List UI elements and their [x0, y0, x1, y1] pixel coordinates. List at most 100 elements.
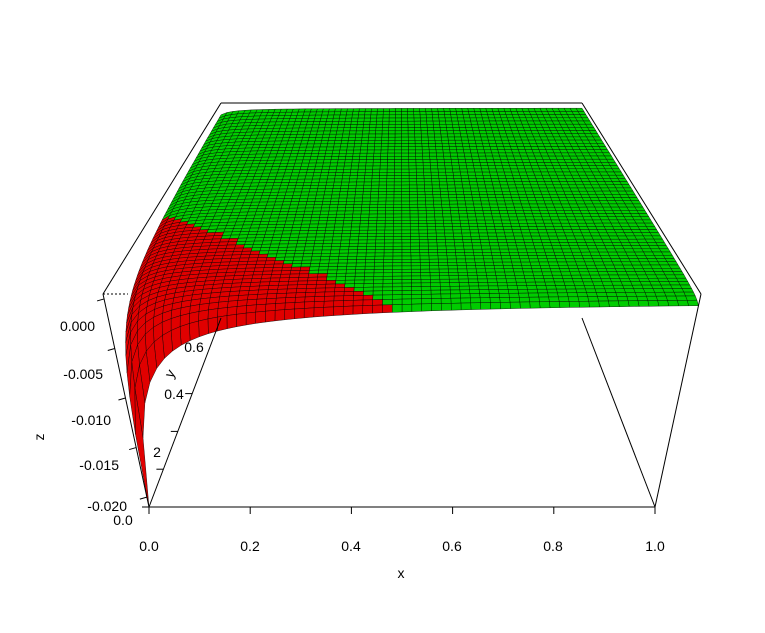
- surface-facet: [326, 175, 336, 180]
- surface-facet: [385, 191, 395, 195]
- surface-facet: [408, 156, 417, 160]
- surface-facet: [534, 174, 544, 179]
- surface-facet: [382, 282, 393, 288]
- surface-facet: [225, 268, 237, 273]
- surface-facet: [367, 226, 377, 231]
- surface-facet: [229, 257, 241, 263]
- surface-facet: [625, 271, 638, 276]
- surface-facet: [465, 162, 474, 167]
- surface-facet: [411, 279, 422, 284]
- surface-facet: [577, 296, 589, 302]
- surface-facet: [443, 108, 451, 112]
- surface-facet: [512, 152, 521, 157]
- surface-facet: [360, 146, 368, 151]
- surface-facet: [351, 156, 360, 160]
- surface-facet: [470, 191, 480, 195]
- surface-facet: [338, 252, 349, 257]
- surface-facet: [456, 265, 468, 270]
- surface-facet: [394, 136, 402, 141]
- surface-facet: [485, 223, 495, 227]
- surface-facet: [443, 111, 451, 115]
- surface-facet: [286, 162, 296, 167]
- surface-facet: [392, 279, 403, 284]
- surface-facet: [270, 166, 280, 171]
- surface-facet: [301, 188, 311, 193]
- surface-facet: [321, 165, 331, 170]
- surface-facet: [275, 198, 285, 203]
- surface-facet: [401, 239, 411, 244]
- surface-facet: [495, 271, 506, 276]
- surface-facet: [347, 140, 356, 144]
- surface-facet: [253, 214, 264, 219]
- surface-facet: [334, 220, 344, 225]
- surface-facet: [500, 255, 512, 260]
- surface-facet: [358, 162, 367, 167]
- surface-facet: [271, 185, 281, 190]
- surface-facet: [353, 200, 363, 205]
- surface-facet: [272, 182, 282, 187]
- surface-facet: [477, 226, 487, 231]
- surface-facet: [487, 232, 497, 237]
- surface-facet: [483, 258, 494, 263]
- surface-facet: [557, 292, 569, 298]
- surface-facet: [287, 182, 297, 186]
- surface-facet: [461, 143, 470, 147]
- surface-facet: [529, 162, 539, 166]
- surface-facet: [513, 178, 523, 182]
- surface-facet: [547, 292, 559, 298]
- surface-facet: [447, 191, 457, 195]
- surface-facet: [494, 162, 503, 166]
- surface-facet: [303, 210, 313, 215]
- x-tick-label-0: 0.0: [139, 538, 159, 554]
- surface-facet: [470, 297, 481, 304]
- surface-facet: [578, 206, 589, 211]
- surface-facet: [460, 302, 472, 311]
- surface-facet: [488, 139, 497, 144]
- surface-facet: [449, 207, 459, 211]
- surface-facet: [492, 133, 501, 138]
- surface-facet: [323, 156, 332, 161]
- surface-facet: [449, 285, 461, 291]
- surface-facet: [408, 178, 417, 183]
- z-axis-title: z: [31, 434, 47, 441]
- surface-facet: [291, 146, 300, 151]
- surface-facet: [322, 133, 330, 138]
- surface-facet: [347, 191, 356, 196]
- surface-facet: [429, 155, 438, 160]
- surface-facet: [359, 223, 369, 228]
- surface-facet: [376, 213, 386, 218]
- surface-facet: [256, 230, 267, 235]
- surface-facet: [247, 294, 258, 301]
- surface-facet: [252, 240, 264, 245]
- surface-facet: [428, 249, 438, 253]
- surface-facet: [481, 139, 490, 144]
- surface-facet: [386, 184, 395, 189]
- surface-facet: [519, 133, 528, 138]
- surface-facet: [540, 190, 550, 195]
- surface-facet: [295, 288, 307, 294]
- surface-facet: [394, 133, 402, 138]
- surface-facet: [488, 289, 500, 294]
- surface-facet: [293, 162, 303, 167]
- surface-facet: [280, 207, 290, 212]
- surface-facet: [260, 217, 271, 222]
- surface-facet: [328, 133, 337, 138]
- surface-facet: [488, 117, 496, 122]
- surface-facet: [611, 261, 624, 266]
- surface-facet: [401, 172, 410, 176]
- surface-facet: [511, 261, 522, 266]
- surface-facet: [550, 197, 561, 202]
- surface-facet: [574, 216, 585, 221]
- surface-facet: [286, 284, 298, 290]
- surface-facet: [318, 124, 326, 129]
- surface-facet: [246, 260, 258, 265]
- surface-facet: [288, 178, 298, 183]
- surface-facet: [360, 213, 370, 218]
- surface-facet: [270, 211, 281, 216]
- surface-facet: [384, 233, 394, 237]
- surface-facet: [442, 213, 452, 218]
- surface-facet: [330, 249, 340, 254]
- surface-facet: [401, 140, 409, 144]
- surface-facet: [321, 246, 332, 251]
- surface-facet: [429, 152, 437, 157]
